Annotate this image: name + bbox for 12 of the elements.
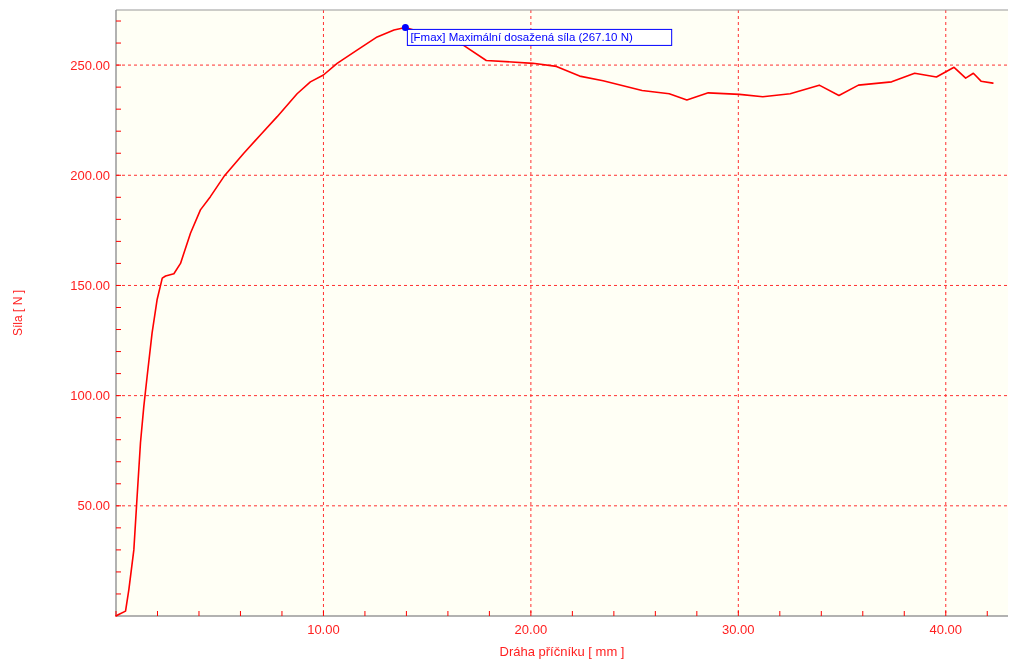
y-tick-label: 200.00 [70,167,110,183]
x-axis-title: Dráha příčníku [ mm ] [499,644,625,659]
x-tick-label: 20.00 [514,622,548,637]
annotation: [Fmax] Maximální dosažená síla (267.10 N) [410,31,633,44]
y-axis-title: Síla [ N ] [11,289,25,337]
y-tick-label: 250.00 [70,57,110,73]
y-tick-label: 150.00 [70,278,110,293]
x-tick-label: 10.00 [307,622,340,637]
x-tick-label: 30.00 [722,622,755,637]
y-tick-label: 50.00 [77,498,110,514]
x-tick-label: 40.00 [929,622,963,637]
y-tick-label: 100.00 [70,388,110,404]
